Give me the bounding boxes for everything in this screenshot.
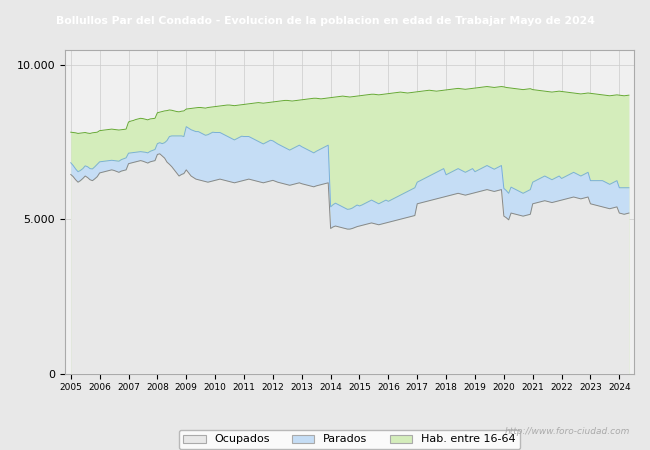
Text: http://www.foro-ciudad.com: http://www.foro-ciudad.com (505, 428, 630, 436)
Legend: Ocupados, Parados, Hab. entre 16-64: Ocupados, Parados, Hab. entre 16-64 (179, 430, 520, 449)
Text: Bollullos Par del Condado - Evolucion de la poblacion en edad de Trabajar Mayo d: Bollullos Par del Condado - Evolucion de… (55, 16, 595, 27)
